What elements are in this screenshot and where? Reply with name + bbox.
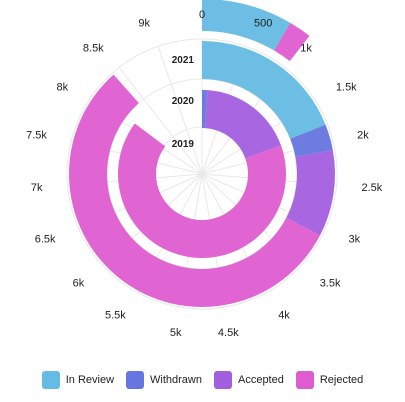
angle-tick-label: 3k [349,233,361,245]
chart-legend: In Review Withdrawn Accepted Rejected [0,368,405,392]
category-label-2019: 2019 [172,139,195,150]
legend-label: Withdrawn [150,374,202,386]
legend-swatch [41,371,60,389]
grid-spoke [118,67,203,175]
bar-2019-rejected[interactable] [118,123,287,259]
bar-2019-withdrawn[interactable] [202,89,208,129]
angle-tick-label: 6.5k [35,233,56,245]
angle-tick-label: 5k [170,327,182,339]
angle-tick-label: 2k [357,130,369,142]
bar-2020-in-review[interactable] [202,41,326,139]
category-labels: 2019 2020 2021 [172,55,195,150]
legend-label: Accepted [237,374,284,386]
legend-item-withdrawn[interactable]: Withdrawn [126,371,202,389]
angle-tick-label: 7k [31,182,43,194]
angle-tick-label: 4.5k [218,327,239,339]
category-label-2020: 2020 [172,96,195,107]
bar-2020-accepted[interactable] [286,149,336,236]
angle-tick-label: 4k [278,310,290,322]
angle-tick-label: 7.5k [26,130,47,142]
bar-2020-rejected[interactable] [69,74,320,307]
bars [69,0,336,307]
angle-tick-label: 2.5k [362,182,383,194]
polar-grid [66,38,338,310]
legend-label: Rejected [319,374,364,386]
legend-swatch [295,371,314,389]
bar-2021-in-review[interactable] [202,0,291,51]
angle-tick-label: 6k [73,277,85,289]
angle-tick-labels: 0 500 1k 1.5k 2k 2.5k 3k 3.5k 4k 4.5k 5k 5.5k 6k 6.5k… [26,9,383,339]
angle-tick-label: 0 [199,9,205,21]
angle-tick-label: 8k [56,82,68,94]
angle-tick-label: 500 [254,18,272,30]
grid-spoke [157,46,203,175]
angle-tick-label: 1k [300,43,312,55]
angle-tick-label: 3.5k [320,277,341,289]
bar-2021-rejected[interactable] [274,22,310,62]
legend-label: In Review [65,374,115,386]
bar-2020-withdrawn[interactable] [290,124,333,157]
legend-item-rejected[interactable]: Rejected [295,371,364,389]
legend-item-accepted[interactable]: Accepted [213,371,284,389]
angle-tick-label: 5.5k [105,310,126,322]
angle-tick-label: 1.5k [336,82,357,94]
legend-swatch [213,371,232,389]
angle-tick-label: 9k [138,18,150,30]
bar-2019-accepted[interactable] [205,90,281,159]
legend-swatch [126,371,145,389]
angle-tick-label: 8.5k [83,43,104,55]
category-label-2021: 2021 [172,55,195,66]
legend-item-in-review[interactable]: In Review [41,371,115,389]
